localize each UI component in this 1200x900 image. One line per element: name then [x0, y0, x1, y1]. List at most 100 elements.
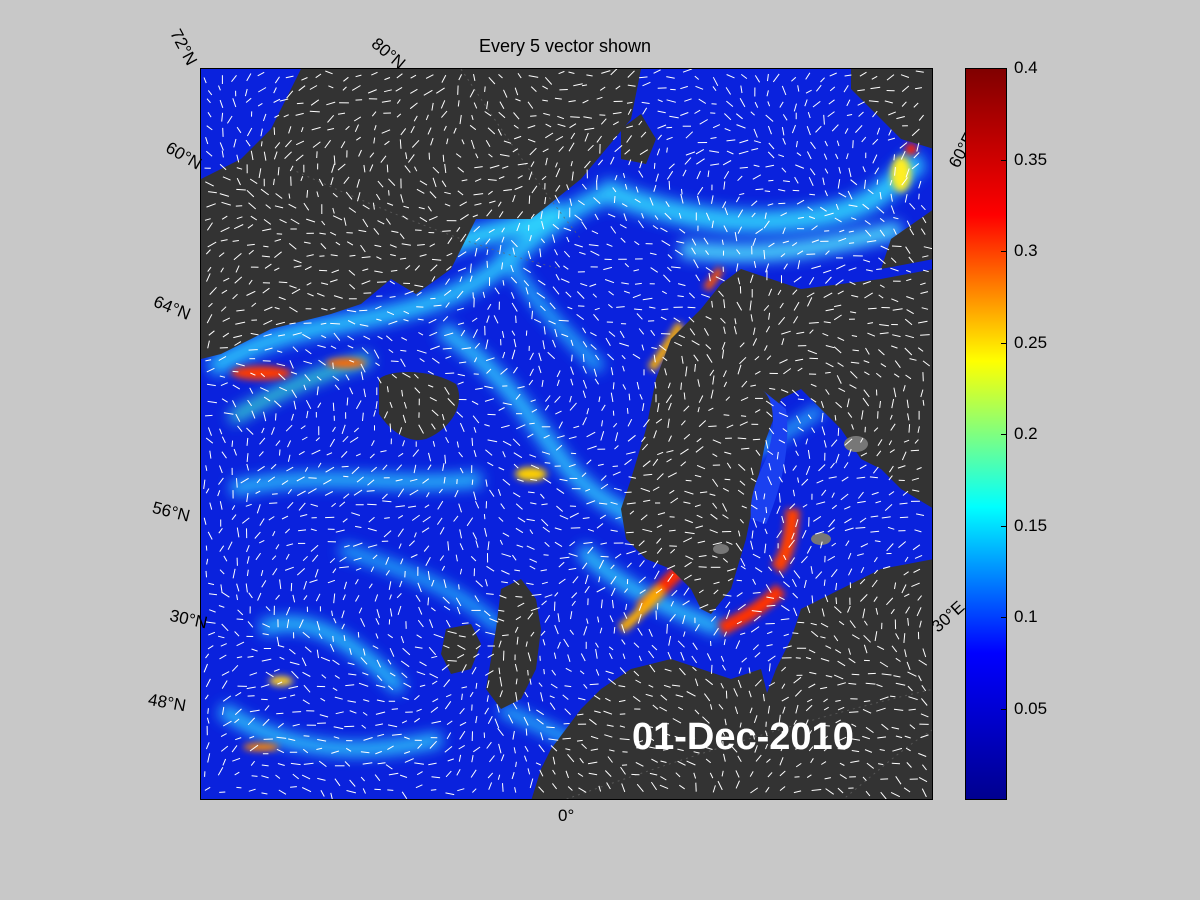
current-vector	[389, 244, 397, 248]
current-vector	[474, 357, 478, 363]
current-vector	[651, 644, 658, 651]
current-vector	[433, 633, 444, 639]
current-vector	[763, 493, 766, 500]
current-vector	[836, 375, 842, 384]
current-vector	[751, 212, 756, 218]
current-vector	[246, 243, 255, 246]
current-vector	[558, 146, 564, 153]
current-vector	[414, 166, 418, 172]
current-vector	[334, 384, 340, 391]
current-vector	[205, 150, 213, 157]
current-vector	[375, 401, 378, 409]
current-vector	[475, 153, 479, 159]
current-vector	[861, 136, 867, 143]
current-vector	[767, 151, 775, 159]
current-vector	[730, 745, 738, 753]
current-vector	[441, 180, 447, 188]
current-vector	[542, 99, 548, 102]
current-vector	[552, 769, 556, 775]
current-vector	[458, 754, 462, 762]
current-vector	[335, 529, 345, 533]
current-vector	[272, 568, 278, 576]
current-vector	[879, 229, 886, 237]
current-vector	[810, 758, 814, 764]
current-vector	[825, 250, 830, 255]
current-vector	[501, 330, 505, 338]
current-vector	[205, 678, 211, 688]
current-vector	[711, 664, 713, 674]
current-vector	[430, 607, 436, 612]
current-vector	[446, 138, 449, 145]
current-vector	[375, 362, 380, 367]
current-vector	[278, 696, 287, 700]
current-vector	[748, 667, 751, 674]
current-vector	[626, 101, 633, 104]
current-vector	[909, 724, 916, 730]
current-vector	[778, 493, 781, 503]
current-vector	[263, 245, 269, 248]
current-vector	[789, 503, 796, 510]
current-vector	[431, 579, 435, 587]
current-vector	[810, 622, 817, 626]
current-vector	[207, 531, 213, 540]
current-vector	[737, 175, 743, 182]
current-vector	[219, 163, 227, 171]
current-vector	[296, 490, 306, 497]
current-vector	[835, 699, 841, 702]
current-vector	[792, 465, 797, 471]
current-vector	[246, 556, 250, 564]
current-vector	[298, 502, 306, 511]
current-vector	[342, 435, 349, 443]
current-vector	[549, 702, 556, 710]
current-vector	[515, 761, 517, 767]
current-vector	[708, 273, 711, 282]
current-vector	[906, 309, 914, 315]
current-vector	[318, 178, 324, 187]
current-vector	[623, 290, 631, 294]
current-vector	[250, 372, 256, 376]
current-vector	[611, 599, 614, 609]
current-vector	[502, 478, 511, 486]
current-vector	[497, 489, 502, 496]
current-vector	[391, 708, 399, 710]
current-vector	[499, 154, 510, 157]
current-vector	[317, 344, 326, 348]
current-vector	[343, 76, 349, 82]
current-vector	[636, 313, 643, 320]
current-vector	[475, 682, 478, 689]
current-vector	[555, 168, 561, 178]
current-vector	[222, 176, 231, 181]
current-vector	[762, 693, 765, 702]
current-vector	[907, 617, 909, 626]
current-vector	[485, 670, 494, 676]
current-vector	[404, 290, 414, 295]
current-vector	[867, 332, 876, 337]
current-vector	[208, 631, 216, 636]
current-vector	[797, 85, 800, 92]
current-vector	[528, 75, 539, 78]
current-vector	[377, 762, 386, 765]
current-vector	[643, 499, 651, 502]
current-vector	[536, 264, 542, 268]
current-vector	[454, 489, 459, 498]
current-vector	[734, 232, 738, 242]
current-vector	[219, 428, 223, 435]
current-vector	[848, 568, 853, 576]
current-vector	[661, 308, 669, 311]
current-vector	[515, 503, 523, 510]
current-vector	[285, 606, 291, 616]
current-vector	[765, 506, 768, 514]
current-vector	[469, 275, 473, 282]
current-vector	[634, 198, 641, 203]
current-vector	[445, 372, 455, 374]
current-vector	[613, 422, 618, 428]
current-vector	[674, 249, 684, 256]
current-vector	[475, 580, 483, 588]
current-vector	[797, 250, 804, 255]
current-vector	[277, 644, 285, 648]
current-vector	[208, 582, 215, 586]
current-vector	[642, 107, 648, 115]
current-vector	[881, 516, 891, 519]
current-vector	[905, 246, 911, 254]
current-vector	[844, 518, 852, 524]
